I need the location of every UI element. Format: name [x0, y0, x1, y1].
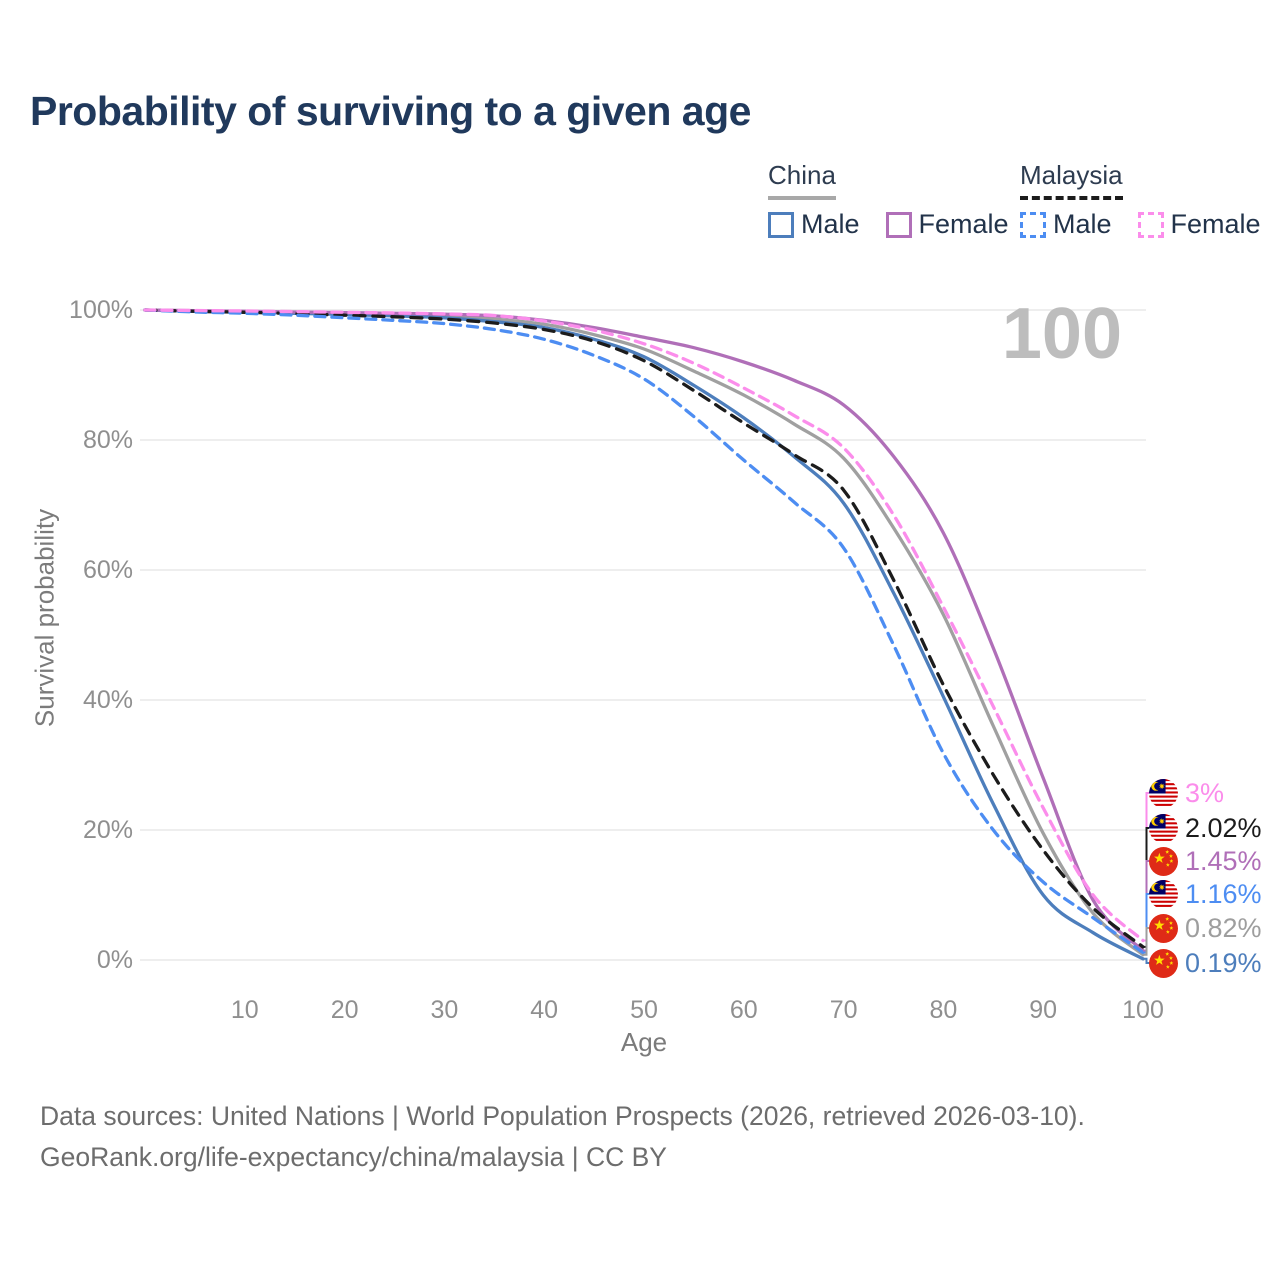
y-tick-label: 80%	[82, 426, 133, 454]
malaysia-female-swatch-icon	[1137, 211, 1164, 238]
x-tick-label: 70	[829, 996, 858, 1024]
legend-header-china: China	[768, 160, 836, 200]
malaysia-flag-icon	[1149, 879, 1178, 909]
end-label-text: 0.19%	[1185, 947, 1262, 978]
x-tick-label: 60	[729, 996, 758, 1024]
curve-malaysia-both	[143, 308, 1145, 949]
x-tick-label: 100	[1122, 996, 1164, 1024]
china-flag-icon	[1149, 913, 1178, 943]
legend-header-malaysia: Malaysia	[1020, 160, 1123, 200]
malaysia-flag-icon	[1149, 778, 1178, 808]
china-flag-icon	[1149, 846, 1178, 876]
y-tick-label: 0%	[96, 946, 133, 974]
x-tick-label: 40	[530, 996, 559, 1024]
age-counter-watermark: 100	[1001, 294, 1122, 374]
end-label-text: 1.45%	[1185, 845, 1262, 876]
end-label-china-both: 0.82%	[1149, 913, 1262, 943]
y-tick-label: 60%	[82, 556, 133, 584]
x-axis-title: Age	[620, 1027, 668, 1057]
curve-malaysia-female	[143, 308, 1145, 943]
end-label-malaysia-male: 1.16%	[1149, 879, 1262, 909]
curve-china-female	[143, 308, 1145, 953]
legend-label-malaysia-female: Female	[1170, 209, 1261, 239]
y-tick-label: 40%	[82, 686, 133, 714]
end-label-text: 1.16%	[1185, 878, 1262, 909]
end-label-text: 2.02%	[1185, 812, 1262, 843]
china-male-swatch-icon	[768, 211, 794, 238]
legend-item-malaysia-male[interactable]: Male	[1020, 209, 1112, 240]
end-label-china-male: 0.19%	[1149, 948, 1262, 978]
malaysia-male-swatch-icon	[1020, 211, 1046, 238]
end-label-text: 3%	[1185, 777, 1225, 808]
footer: Data sources: United Nations | World Pop…	[40, 1096, 1085, 1178]
x-tick-label: 30	[430, 996, 459, 1024]
legend-group-china: China Male Female	[768, 160, 1009, 240]
footer-sources: Data sources: United Nations | World Pop…	[40, 1101, 1085, 1131]
curve-malaysia-male	[143, 308, 1145, 955]
china-flag-icon	[1149, 948, 1178, 978]
footer-link[interactable]: GeoRank.org/life-expectancy/china/malays…	[40, 1142, 667, 1172]
legend-item-malaysia-female[interactable]: Female	[1137, 209, 1261, 240]
page-title: Probability of surviving to a given age	[30, 88, 751, 134]
legend-item-china-female[interactable]: Female	[885, 209, 1009, 240]
curve-china-male	[143, 308, 1145, 961]
china-female-swatch-icon	[885, 211, 912, 238]
legend-label-china-male: Male	[801, 209, 860, 239]
x-tick-label: 50	[630, 996, 658, 1024]
end-label-malaysia-both: 2.02%	[1149, 813, 1262, 843]
legend-group-malaysia: Malaysia Male Female	[1020, 160, 1261, 240]
legend-item-china-male[interactable]: Male	[768, 209, 860, 240]
y-tick-label: 100%	[69, 296, 133, 324]
legend-label-china-female: Female	[918, 209, 1009, 239]
end-label-text: 0.82%	[1185, 912, 1262, 943]
curve-china-both	[143, 308, 1145, 957]
x-tick-label: 10	[230, 996, 259, 1024]
end-label-china-female: 1.45%	[1149, 846, 1262, 876]
x-tick-label: 90	[1029, 996, 1058, 1024]
x-tick-label: 80	[929, 996, 958, 1024]
y-tick-label: 20%	[82, 816, 133, 844]
legend-label-malaysia-male: Male	[1053, 209, 1112, 239]
end-label-malaysia-female: 3%	[1149, 778, 1224, 808]
malaysia-flag-icon	[1149, 813, 1178, 843]
x-tick-label: 20	[330, 996, 359, 1024]
